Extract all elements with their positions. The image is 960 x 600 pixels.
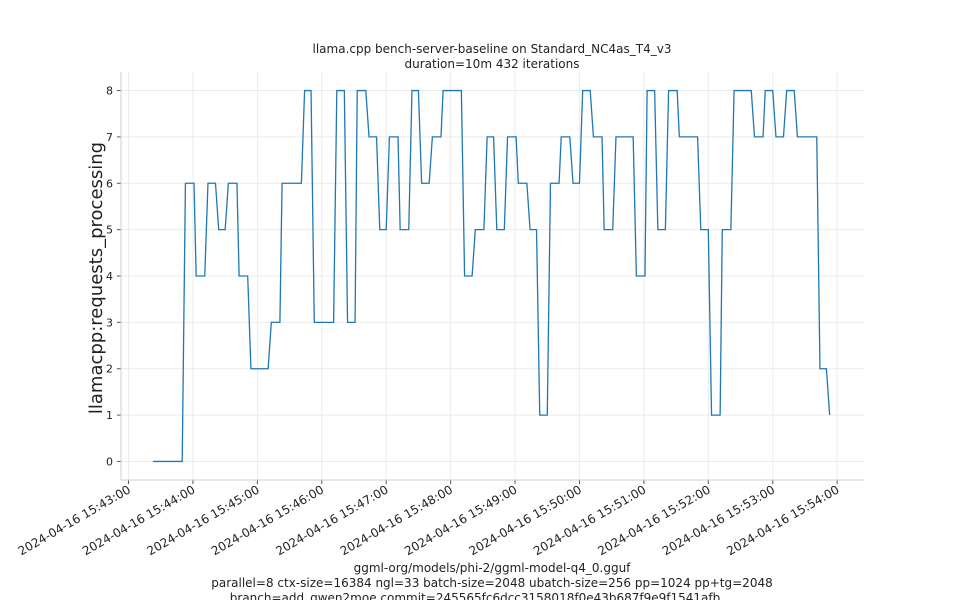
y-tick-label: 3 — [106, 316, 113, 329]
x-axis-label: branch=add_qwen2moe commit=245565fc6dcc3… — [230, 591, 720, 600]
x-tick-label: 2024-04-16 15:54:00 — [724, 482, 841, 558]
data-line — [153, 89, 831, 463]
x-tick-label: 2024-04-16 15:47:00 — [273, 482, 390, 558]
y-tick-label: 2 — [106, 363, 113, 376]
y-tick-label: 0 — [106, 455, 113, 468]
x-tick-label: 2024-04-16 15:45:00 — [144, 482, 261, 558]
x-tick-label: 2024-04-16 15:44:00 — [80, 482, 197, 558]
chart-title: llama.cpp bench-server-baseline on Stand… — [313, 42, 672, 56]
y-tick-label: 5 — [106, 224, 113, 237]
x-tick-label: 2024-04-16 15:49:00 — [402, 482, 519, 558]
x-tick-label: 2024-04-16 15:43:00 — [16, 482, 133, 558]
y-tick-label: 4 — [106, 270, 113, 283]
y-tick-label: 6 — [106, 177, 113, 190]
y-tick-label: 7 — [106, 131, 113, 144]
y-tick-label: 8 — [106, 85, 113, 98]
x-tick-label: 2024-04-16 15:50:00 — [467, 482, 584, 558]
x-tick-label: 2024-04-16 15:46:00 — [209, 482, 326, 558]
y-axis-label: llamacpp:requests_processing — [86, 142, 107, 414]
x-tick-label: 2024-04-16 15:51:00 — [531, 482, 648, 558]
x-axis-label: ggml-org/models/phi-2/ggml-model-q4_0.gg… — [354, 561, 632, 575]
y-tick-label: 1 — [106, 409, 113, 422]
x-tick-label: 2024-04-16 15:52:00 — [595, 482, 712, 558]
x-axis-label: parallel=8 ctx-size=16384 ngl=33 batch-s… — [211, 576, 772, 590]
chart-subtitle: duration=10m 432 iterations — [405, 57, 580, 71]
x-tick-label: 2024-04-16 15:48:00 — [338, 482, 455, 558]
x-tick-label: 2024-04-16 15:53:00 — [660, 482, 777, 558]
